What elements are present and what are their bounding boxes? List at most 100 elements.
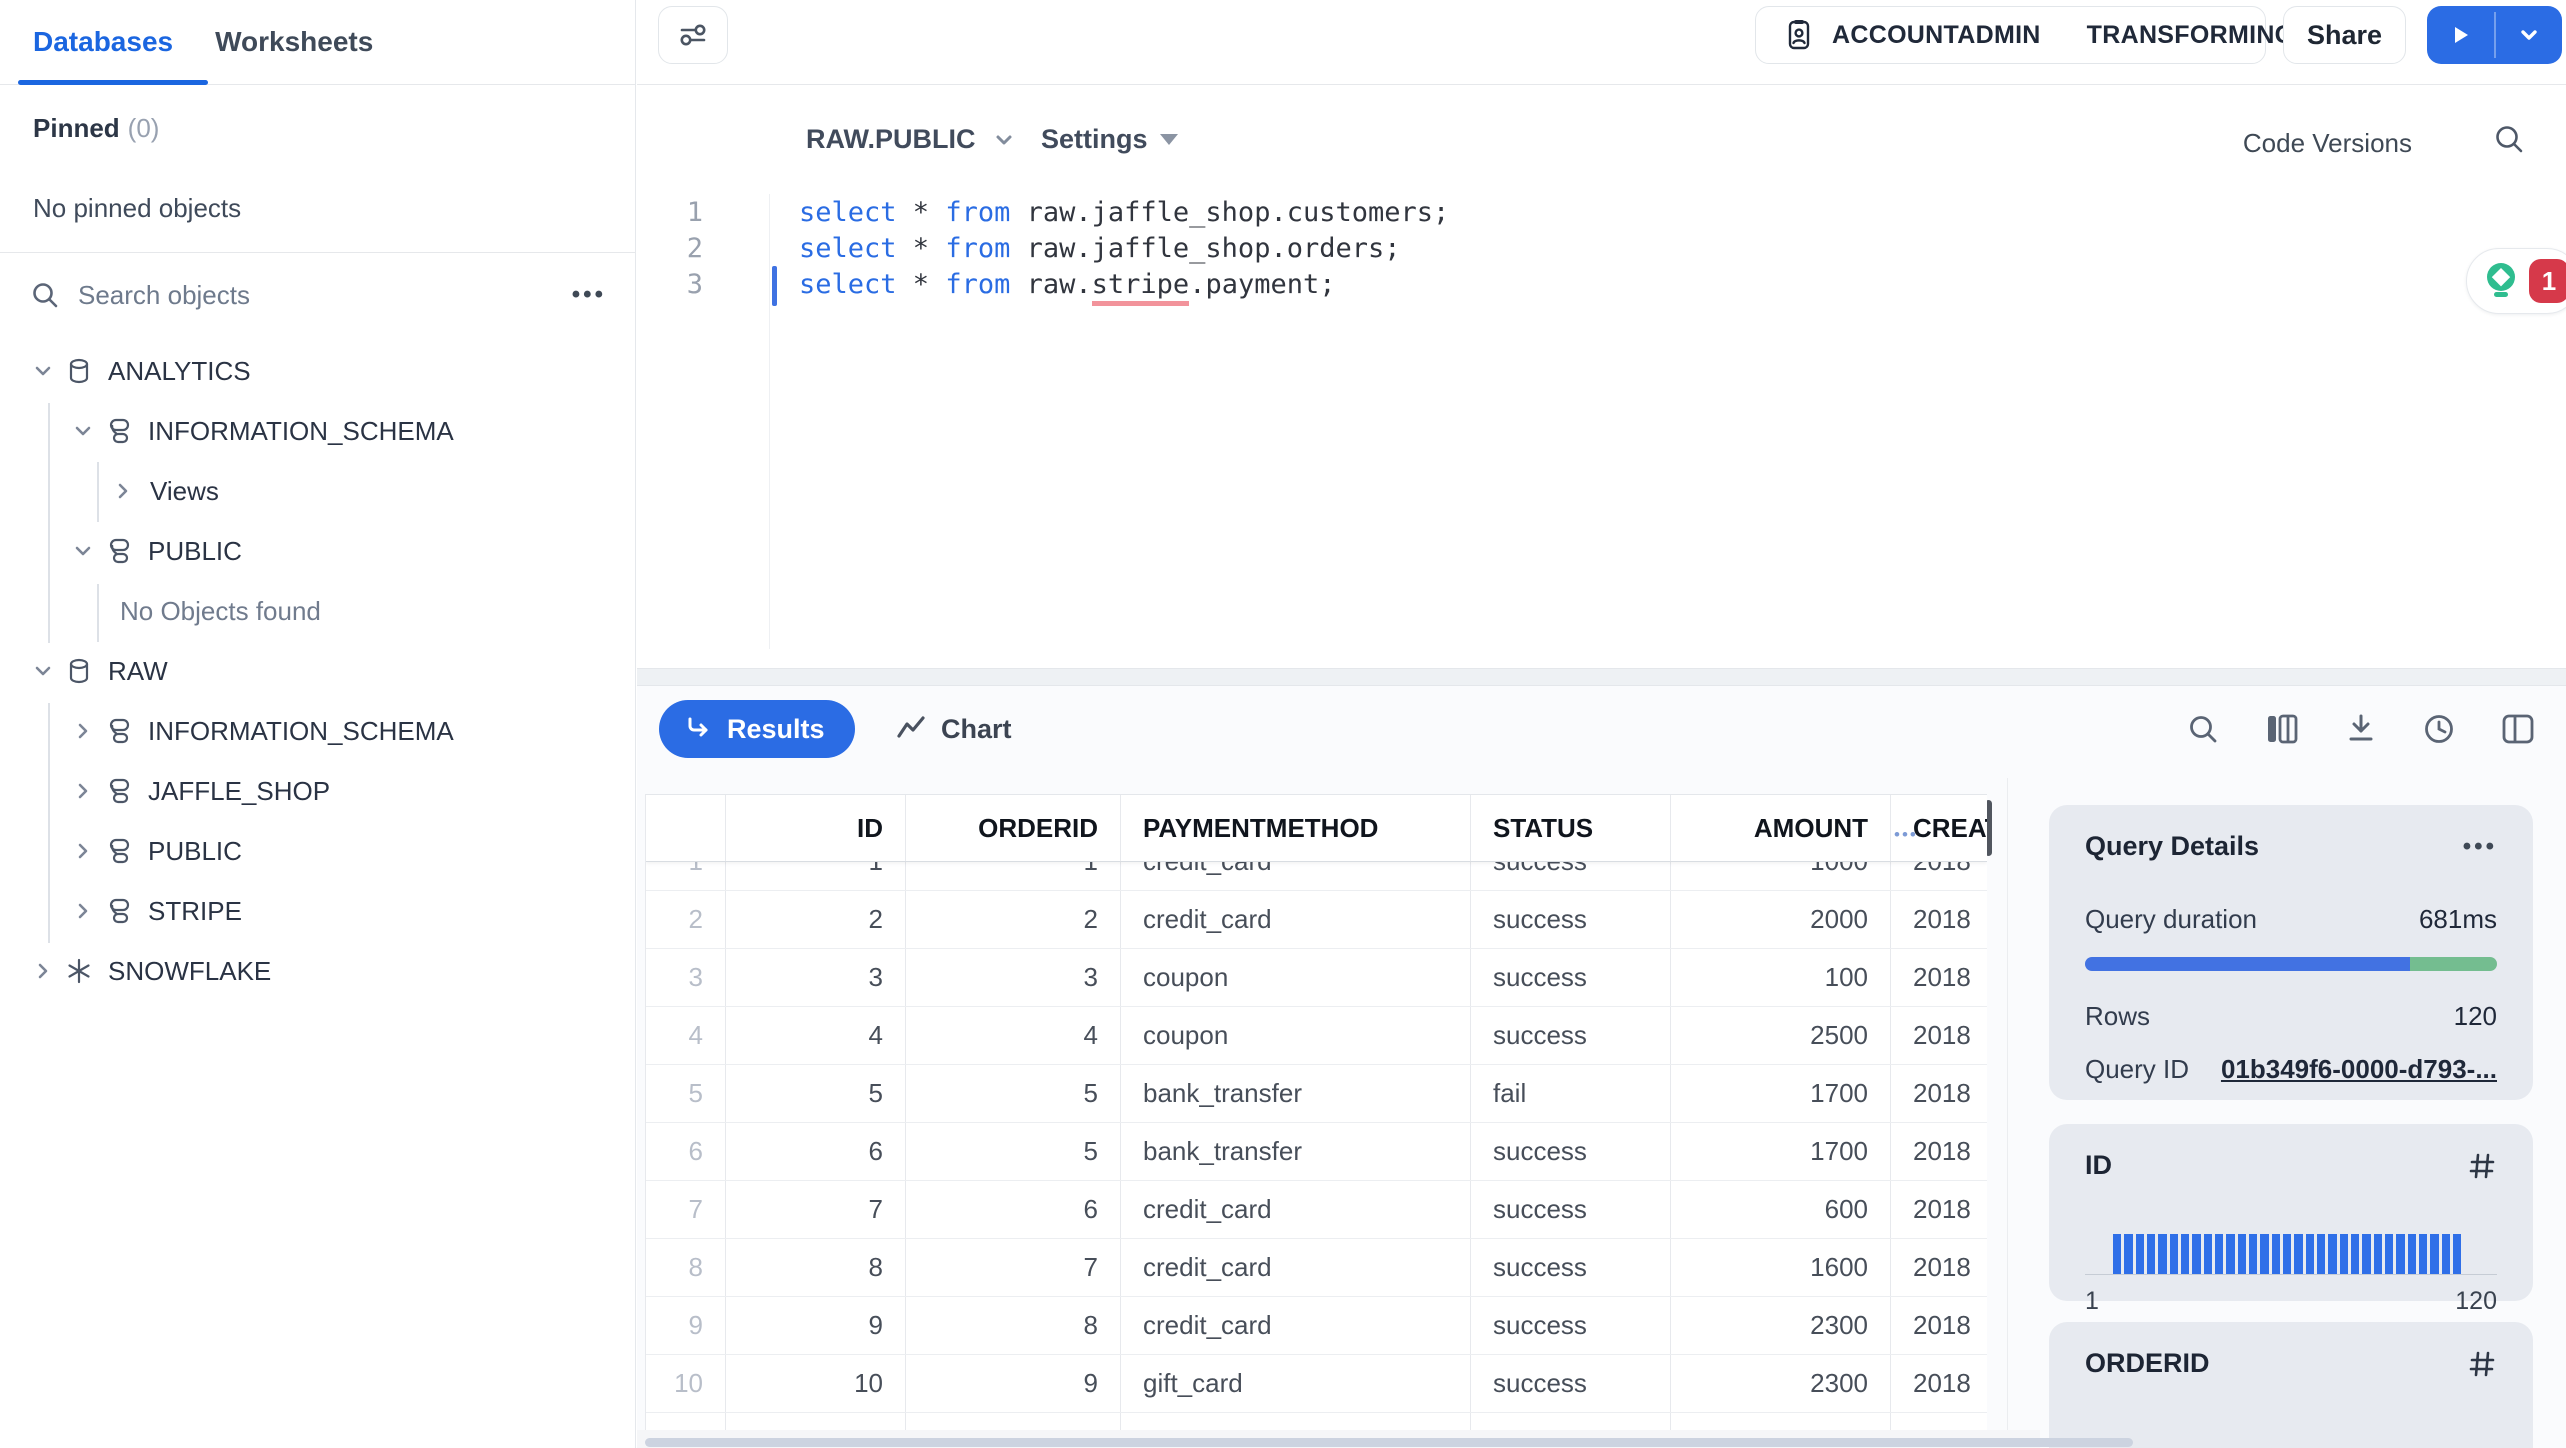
cell-amount[interactable]: 2000	[1671, 891, 1891, 948]
tree-item-views[interactable]: Views	[0, 461, 636, 521]
column-menu-dots-icon[interactable]: •••	[1894, 825, 1918, 844]
horizontal-scrollbar-thumb[interactable]	[645, 1438, 2133, 1447]
cell-orderid[interactable]: 7	[906, 1239, 1121, 1296]
cell-id[interactable]: 2	[726, 891, 906, 948]
share-button[interactable]: Share	[2283, 6, 2406, 64]
cell-created[interactable]: 2018	[1891, 1355, 1987, 1412]
cell-paymentmethod[interactable]: coupon	[1121, 949, 1471, 1006]
object-search[interactable]: Search objects •••	[0, 262, 636, 328]
cell-status[interactable]: success	[1471, 1123, 1671, 1180]
column-header-orderid[interactable]: ORDERID	[906, 795, 1121, 861]
cell-amount[interactable]: 1700	[1671, 1065, 1891, 1122]
cell-status[interactable]	[1471, 1413, 1671, 1430]
tree-item-raw-public[interactable]: PUBLIC	[0, 821, 636, 881]
chevron-right-icon[interactable]	[70, 898, 96, 924]
tree-item-snowflake[interactable]: SNOWFLAKE	[0, 941, 636, 1001]
editor-context-dropdown[interactable]: RAW.PUBLIC	[806, 124, 1018, 155]
cell-amount[interactable]: 2300	[1671, 1297, 1891, 1354]
cell-status[interactable]: success	[1471, 949, 1671, 1006]
cell-paymentmethod[interactable]	[1121, 1413, 1471, 1430]
cell-status[interactable]: success	[1471, 1181, 1671, 1238]
cell-status[interactable]: success	[1471, 1007, 1671, 1064]
run-button[interactable]	[2427, 6, 2494, 64]
table-row[interactable]	[646, 1413, 1987, 1430]
column-header-id[interactable]: ID	[726, 795, 906, 861]
cell-paymentmethod[interactable]: gift_card	[1121, 1355, 1471, 1412]
cell-paymentmethod[interactable]: credit_card	[1121, 1181, 1471, 1238]
chevron-right-icon[interactable]	[30, 958, 56, 984]
tree-item-raw-information-schema[interactable]: INFORMATION_SCHEMA	[0, 701, 636, 761]
orderid-histogram[interactable]	[2085, 1389, 2497, 1448]
tree-item-raw[interactable]: RAW	[0, 641, 636, 701]
table-row[interactable]: 8 8 7 credit_card success 1600 2018	[646, 1239, 1987, 1297]
cell-amount[interactable]: 600	[1671, 1181, 1891, 1238]
worksheet-config-button[interactable]	[658, 6, 728, 64]
table-row[interactable]: 4 4 4 coupon success 2500 2018	[646, 1007, 1987, 1065]
cell-id[interactable]: 9	[726, 1297, 906, 1354]
cell-orderid[interactable]: 6	[906, 1181, 1121, 1238]
cell-id[interactable]: 8	[726, 1239, 906, 1296]
chevron-right-icon[interactable]	[70, 718, 96, 744]
cell-id[interactable]: 7	[726, 1181, 906, 1238]
row-number-header[interactable]	[646, 795, 726, 861]
chevron-right-icon[interactable]	[70, 778, 96, 804]
more-options-icon[interactable]: •••	[571, 281, 606, 308]
code-versions-link[interactable]: Code Versions	[2242, 128, 2412, 158]
tree-item-jaffle-shop[interactable]: JAFFLE_SHOP	[0, 761, 636, 821]
query-details-menu-icon[interactable]: •••	[2462, 832, 2497, 860]
search-input[interactable]: Search objects	[78, 279, 250, 310]
cell-orderid[interactable]: 5	[906, 1123, 1121, 1180]
cell-status[interactable]: fail	[1471, 1065, 1671, 1122]
table-row[interactable]: 6 6 5 bank_transfer success 1700 2018	[646, 1123, 1987, 1181]
columns-icon[interactable]	[2264, 712, 2300, 746]
cell-created[interactable]: 2018	[1891, 949, 1987, 1006]
context-selector[interactable]: ACCOUNTADMIN TRANSFORMING	[1755, 6, 2294, 64]
chevron-right-icon[interactable]	[110, 478, 136, 504]
cell-status[interactable]: success	[1471, 891, 1671, 948]
cell-paymentmethod[interactable]: bank_transfer	[1121, 1065, 1471, 1122]
column-header-paymentmethod[interactable]: PAYMENTMETHOD	[1121, 795, 1471, 861]
editor-search-button[interactable]	[2492, 122, 2526, 161]
column-header-created[interactable]: CREATED	[1891, 795, 1987, 861]
table-row[interactable]: 3 3 3 coupon success 100 2018	[646, 949, 1987, 1007]
vertical-scrollbar-thumb[interactable]	[1985, 800, 1992, 856]
id-histogram[interactable]	[2085, 1189, 2497, 1275]
code-line-1[interactable]: 1 select * from raw.jaffle_shop.customer…	[637, 194, 2566, 230]
cell-created[interactable]: 2018	[1891, 1123, 1987, 1180]
chevron-down-icon[interactable]	[70, 538, 96, 564]
code-line-2[interactable]: 2 select * from raw.jaffle_shop.orders;	[637, 230, 2566, 266]
tree-item-information-schema[interactable]: INFORMATION_SCHEMA	[0, 401, 636, 461]
column-header-status[interactable]: STATUS	[1471, 795, 1671, 861]
suggestion-notification[interactable]: 1	[2466, 248, 2566, 314]
cell-status[interactable]: success	[1471, 1297, 1671, 1354]
cell-paymentmethod[interactable]: credit_card	[1121, 891, 1471, 948]
cell-orderid[interactable]: 5	[906, 1065, 1121, 1122]
cell-created[interactable]: 2018	[1891, 1065, 1987, 1122]
table-row[interactable]: 7 7 6 credit_card success 600 2018	[646, 1181, 1987, 1239]
chevron-down-icon[interactable]	[70, 418, 96, 444]
cell-amount[interactable]: 1700	[1671, 1123, 1891, 1180]
cell-id[interactable]	[726, 1413, 906, 1430]
side-panel-toggle-icon[interactable]	[2500, 712, 2536, 746]
cell-created[interactable]	[1891, 1413, 1987, 1430]
cell-orderid[interactable]: 2	[906, 891, 1121, 948]
cell-amount[interactable]: 2300	[1671, 1355, 1891, 1412]
chart-tab[interactable]: Chart	[895, 700, 1012, 758]
tree-item-public[interactable]: PUBLIC	[0, 521, 636, 581]
cell-created[interactable]: 2018	[1891, 1181, 1987, 1238]
editor-settings-dropdown[interactable]: Settings	[1041, 124, 1178, 155]
download-icon[interactable]	[2344, 712, 2378, 746]
chevron-down-icon[interactable]	[30, 658, 56, 684]
query-id-link[interactable]: 01b349f6-0000-d793-...	[2220, 1054, 2497, 1084]
cell-id[interactable]: 3	[726, 949, 906, 1006]
cell-orderid[interactable]: 3	[906, 949, 1121, 1006]
results-tab[interactable]: Results	[659, 700, 855, 758]
cell-amount[interactable]	[1671, 1413, 1891, 1430]
table-row[interactable]: 10 10 9 gift_card success 2300 2018	[646, 1355, 1987, 1413]
table-row[interactable]: 5 5 5 bank_transfer fail 1700 2018	[646, 1065, 1987, 1123]
cell-status[interactable]: success	[1471, 1355, 1671, 1412]
cell-status[interactable]: success	[1471, 1239, 1671, 1296]
table-row[interactable]: 2 2 2 credit_card success 2000 2018	[646, 891, 1987, 949]
cell-amount[interactable]: 100	[1671, 949, 1891, 1006]
cell-created[interactable]: 2018	[1891, 891, 1987, 948]
